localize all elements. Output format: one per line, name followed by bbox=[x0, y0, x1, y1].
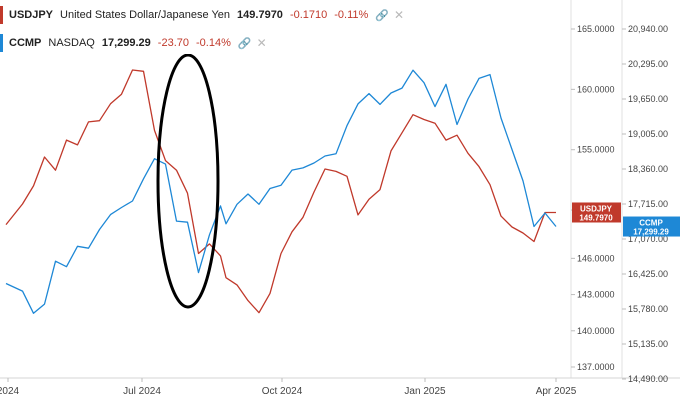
y-right-tick-label-3: 16,425.00 bbox=[628, 269, 668, 279]
x-tick-label-3: Jan 2025 bbox=[404, 386, 446, 397]
legend-ccmp-symbol: CCMP bbox=[9, 37, 42, 49]
legend-usdjpy[interactable]: USDJPY United States Dollar/Japanese Yen… bbox=[0, 4, 416, 26]
y-right-tick-label-10: 20,940.00 bbox=[628, 24, 668, 34]
y-right-tick-label-9: 20,295.00 bbox=[628, 59, 668, 69]
y-right-tick-label-5: 17,715.00 bbox=[628, 199, 668, 209]
legend-ccmp-price: 17,299.29 bbox=[101, 37, 151, 49]
legend-ccmp-change-pct: -0.14% bbox=[196, 37, 231, 49]
y-left-tick-label-2: 143.0000 bbox=[577, 290, 615, 300]
y-left-tick-label-0: 137.0000 bbox=[577, 362, 615, 372]
legend-usdjpy-price: 149.7970 bbox=[237, 9, 283, 21]
y-right-tick-label-6: 18,360.00 bbox=[628, 164, 668, 174]
y-right-tick-label-1: 15,135.00 bbox=[628, 339, 668, 349]
y-left-tick-label-3: 146.0000 bbox=[577, 253, 615, 263]
series-line-usdjpy bbox=[5, 69, 556, 314]
legend-ccmp[interactable]: CCMP NASDAQ 17,299.29 -23.70 -0.14% 🔗 ✕ bbox=[0, 32, 278, 54]
x-tick-label-4: Apr 2025 bbox=[536, 386, 577, 397]
link-icon[interactable]: 🔗 bbox=[237, 37, 252, 50]
last-value-ccmp: 17,299.29 bbox=[633, 228, 669, 237]
y-right-tick-label-2: 15,780.00 bbox=[628, 304, 668, 314]
y-left-tick-label-6: 160.0000 bbox=[577, 84, 615, 94]
y-left-tick-label-5: 155.0000 bbox=[577, 145, 615, 155]
legend-usdjpy-symbol: USDJPY bbox=[9, 9, 54, 21]
y-left-tick-label-1: 140.0000 bbox=[577, 326, 615, 336]
last-value-name-usdjpy: USDJPY bbox=[580, 204, 613, 213]
x-tick-label-1: Jul 2024 bbox=[123, 386, 161, 397]
legend-ccmp-name: NASDAQ bbox=[48, 37, 95, 49]
x-tick-label-2: Oct 2024 bbox=[262, 386, 303, 397]
y-right-tick-label-4: 17,070.00 bbox=[628, 234, 668, 244]
last-value-box-ccmp bbox=[623, 216, 680, 237]
y-right-tick-label-0: 14,490.00 bbox=[628, 374, 668, 384]
legend-ccmp-swatch bbox=[0, 34, 3, 52]
legend-ccmp-change: -23.70 bbox=[157, 37, 189, 49]
close-icon[interactable]: ✕ bbox=[394, 8, 405, 22]
legend-usdjpy-swatch bbox=[0, 6, 3, 24]
last-value-usdjpy: 149.7970 bbox=[579, 213, 613, 222]
last-value-name-ccmp: CCMP bbox=[639, 219, 663, 228]
legend-usdjpy-change: -0.1710 bbox=[289, 9, 328, 21]
last-value-box-usdjpy bbox=[572, 202, 621, 223]
legend-usdjpy-name: United States Dollar/Japanese Yen bbox=[60, 9, 231, 21]
y-right-tick-label-8: 19,650.00 bbox=[628, 94, 668, 104]
link-icon[interactable]: 🔗 bbox=[375, 9, 389, 22]
y-left-tick-label-7: 165.0000 bbox=[577, 24, 615, 34]
close-icon[interactable]: ✕ bbox=[256, 36, 267, 50]
annotation-ellipse bbox=[156, 53, 220, 309]
y-right-tick-label-7: 19,005.00 bbox=[628, 129, 668, 139]
series-line-ccmp bbox=[5, 69, 557, 314]
legend-usdjpy-change-pct: -0.11% bbox=[334, 9, 369, 21]
x-tick-label-0: 2024 bbox=[0, 386, 20, 397]
